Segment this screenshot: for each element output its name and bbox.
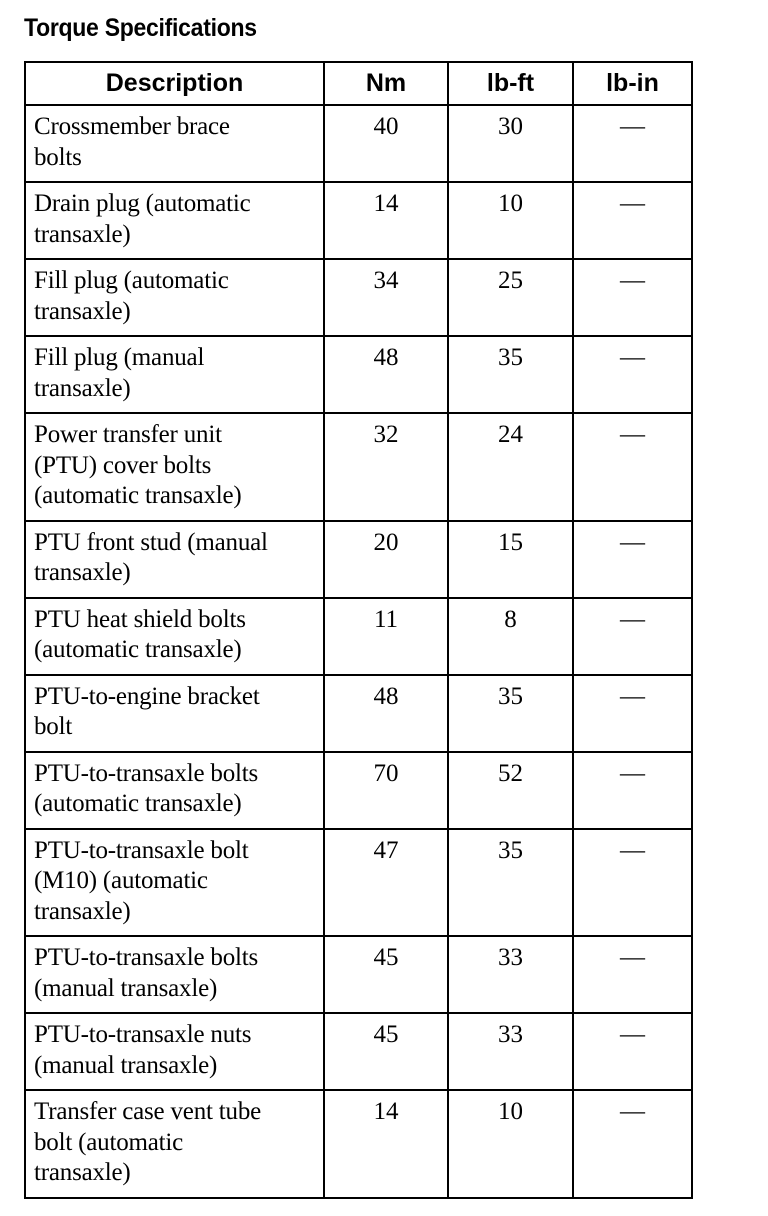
description-cell: Drain plug (automatic transaxle) bbox=[24, 181, 325, 260]
table-row: PTU-to-transaxle bolts (manual transaxle… bbox=[24, 935, 693, 1014]
nm-cell: 34 bbox=[323, 258, 449, 337]
lb-in-cell: — bbox=[572, 935, 693, 1014]
lb-ft-cell: 35 bbox=[447, 827, 574, 937]
description-cell: PTU-to-transaxle bolt (M10) (automatic t… bbox=[24, 827, 325, 937]
lb-ft-cell: 10 bbox=[447, 181, 574, 260]
description-cell: PTU-to-transaxle bolts (manual transaxle… bbox=[24, 935, 325, 1014]
lb-in-cell: — bbox=[572, 412, 693, 522]
header-lb-in: lb-in bbox=[572, 61, 693, 106]
table-header-row: Description Nm lb-ft lb-in bbox=[24, 61, 693, 106]
table-row: Fill plug (automatic transaxle) 34 25— bbox=[24, 258, 693, 337]
nm-cell: 48 bbox=[323, 335, 449, 414]
lb-in-cell: — bbox=[572, 750, 693, 830]
lb-ft-cell: 15 bbox=[447, 519, 574, 599]
description-cell: Fill plug (manual transaxle) bbox=[24, 335, 325, 414]
lb-ft-cell: 35 bbox=[447, 673, 574, 753]
lb-in-cell: — bbox=[572, 1012, 693, 1091]
description-cell: Transfer case vent tube bolt (automatic … bbox=[24, 1089, 325, 1199]
lb-ft-cell: 33 bbox=[447, 1012, 574, 1091]
table-row: Power transfer unit (PTU) cover bolts (a… bbox=[24, 412, 693, 522]
lb-in-cell: — bbox=[572, 258, 693, 337]
table-row: Fill plug (manual transaxle) 48 35— bbox=[24, 335, 693, 414]
lb-in-cell: — bbox=[572, 827, 693, 937]
table-row: PTU-to-transaxle nuts (manual transaxle)… bbox=[24, 1012, 693, 1091]
table-row: Transfer case vent tube bolt (automatic … bbox=[24, 1089, 693, 1199]
nm-cell: 14 bbox=[323, 181, 449, 260]
table-row: PTU-to-transaxle bolts (automatic transa… bbox=[24, 750, 693, 830]
lb-ft-cell: 35 bbox=[447, 335, 574, 414]
table-row: PTU-to-transaxle bolt (M10) (automatic t… bbox=[24, 827, 693, 937]
lb-in-cell: — bbox=[572, 519, 693, 599]
table-row: PTU heat shield bolts (automatic transax… bbox=[24, 596, 693, 676]
nm-cell: 20 bbox=[323, 519, 449, 599]
lb-in-cell: — bbox=[572, 673, 693, 753]
nm-cell: 70 bbox=[323, 750, 449, 830]
lb-ft-cell: 30 bbox=[447, 104, 574, 183]
lb-in-cell: — bbox=[572, 181, 693, 260]
table-row: Crossmember brace bolts 40 30— bbox=[24, 104, 693, 183]
nm-cell: 48 bbox=[323, 673, 449, 753]
lb-ft-cell: 52 bbox=[447, 750, 574, 830]
lb-ft-cell: 25 bbox=[447, 258, 574, 337]
table-row: PTU front stud (manual transaxle) 20 15— bbox=[24, 519, 693, 599]
nm-cell: 45 bbox=[323, 935, 449, 1014]
nm-cell: 32 bbox=[323, 412, 449, 522]
description-cell: PTU front stud (manual transaxle) bbox=[24, 519, 325, 599]
description-cell: PTU heat shield bolts (automatic transax… bbox=[24, 596, 325, 676]
description-cell: Crossmember brace bolts bbox=[24, 104, 325, 183]
nm-cell: 11 bbox=[323, 596, 449, 676]
description-cell: PTU-to-engine bracket bolt bbox=[24, 673, 325, 753]
nm-cell: 45 bbox=[323, 1012, 449, 1091]
lb-in-cell: — bbox=[572, 104, 693, 183]
lb-ft-cell: 8 bbox=[447, 596, 574, 676]
lb-ft-cell: 10 bbox=[447, 1089, 574, 1199]
nm-cell: 47 bbox=[323, 827, 449, 937]
nm-cell: 14 bbox=[323, 1089, 449, 1199]
header-description: Description bbox=[24, 61, 325, 106]
table-row: PTU-to-engine bracket bolt 48 35— bbox=[24, 673, 693, 753]
lb-in-cell: — bbox=[572, 596, 693, 676]
lb-ft-cell: 33 bbox=[447, 935, 574, 1014]
description-cell: PTU-to-transaxle nuts (manual transaxle) bbox=[24, 1012, 325, 1091]
description-cell: PTU-to-transaxle bolts (automatic transa… bbox=[24, 750, 325, 830]
table-row: Drain plug (automatic transaxle) 14 10— bbox=[24, 181, 693, 260]
nm-cell: 40 bbox=[323, 104, 449, 183]
page-title: Torque Specifications bbox=[24, 14, 257, 42]
description-cell: Fill plug (automatic transaxle) bbox=[24, 258, 325, 337]
header-lb-ft: lb-ft bbox=[447, 61, 574, 106]
lb-in-cell: — bbox=[572, 1089, 693, 1199]
torque-spec-table: Description Nm lb-ft lb-in Crossmember b… bbox=[24, 61, 693, 1199]
lb-ft-cell: 24 bbox=[447, 412, 574, 522]
header-nm: Nm bbox=[323, 61, 449, 106]
description-cell: Power transfer unit (PTU) cover bolts (a… bbox=[24, 412, 325, 522]
lb-in-cell: — bbox=[572, 335, 693, 414]
